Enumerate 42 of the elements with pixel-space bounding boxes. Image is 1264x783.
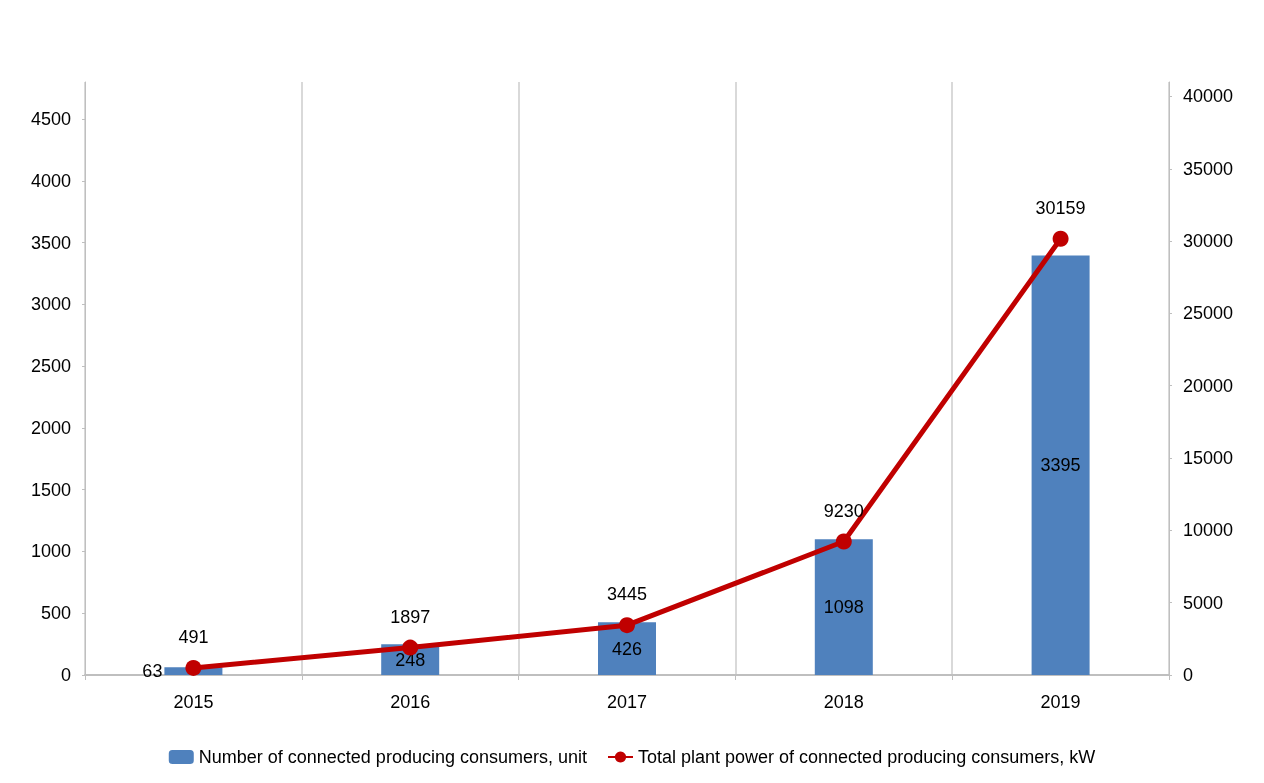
data-label: 30159 bbox=[1035, 197, 1086, 218]
x-tick-label: 2018 bbox=[823, 692, 864, 712]
point bbox=[1052, 230, 1069, 247]
y-tick-label: 500 bbox=[40, 603, 71, 624]
point bbox=[185, 659, 202, 676]
y-tick-label: 2500 bbox=[30, 356, 71, 377]
legend-label: Total plant power of connected producing consumers, kW bbox=[637, 747, 1096, 767]
point bbox=[835, 533, 852, 550]
data-label: 1098 bbox=[823, 597, 864, 618]
data-label: 63 bbox=[142, 661, 163, 682]
x-tick-label: 2015 bbox=[173, 692, 214, 712]
bar bbox=[1031, 255, 1090, 675]
legend-label: Number of connected producing consumers, unit bbox=[198, 747, 587, 767]
y-tick-label: 1500 bbox=[30, 479, 71, 500]
y-tick-label: 4000 bbox=[30, 170, 71, 191]
y2-tick-label: 30000 bbox=[1183, 231, 1234, 252]
data-label: 491 bbox=[178, 626, 209, 647]
y-tick-label: 1000 bbox=[30, 541, 71, 562]
data-label: 3395 bbox=[1040, 455, 1081, 476]
data-label: 1897 bbox=[390, 606, 431, 627]
y-tick-label: 3000 bbox=[30, 294, 71, 315]
y2-tick-label: 35000 bbox=[1183, 158, 1234, 179]
y2-tick-label: 20000 bbox=[1183, 375, 1234, 396]
y2-tick-label: 10000 bbox=[1183, 520, 1234, 541]
y-tick-label: 3500 bbox=[30, 232, 71, 253]
x-tick-label: 2019 bbox=[1040, 692, 1081, 712]
y-tick-label: 0 bbox=[60, 665, 71, 685]
y2-tick-label: 15000 bbox=[1183, 448, 1234, 469]
y2-tick-label: 5000 bbox=[1183, 592, 1224, 613]
y-tick-label: 2000 bbox=[30, 417, 71, 438]
y2-tick-label: 0 bbox=[1183, 665, 1194, 685]
data-label: 9230 bbox=[823, 500, 864, 521]
y2-tick-label: 40000 bbox=[1183, 86, 1234, 107]
data-label: 426 bbox=[611, 638, 643, 659]
bar bbox=[814, 539, 873, 675]
data-label: 3445 bbox=[606, 584, 648, 605]
y2-tick-label: 25000 bbox=[1183, 303, 1234, 324]
x-tick-label: 2016 bbox=[390, 692, 431, 712]
y-tick-label: 4500 bbox=[30, 109, 71, 130]
x-tick-label: 2017 bbox=[606, 692, 648, 712]
point bbox=[619, 617, 635, 634]
data-label: 248 bbox=[395, 649, 426, 670]
